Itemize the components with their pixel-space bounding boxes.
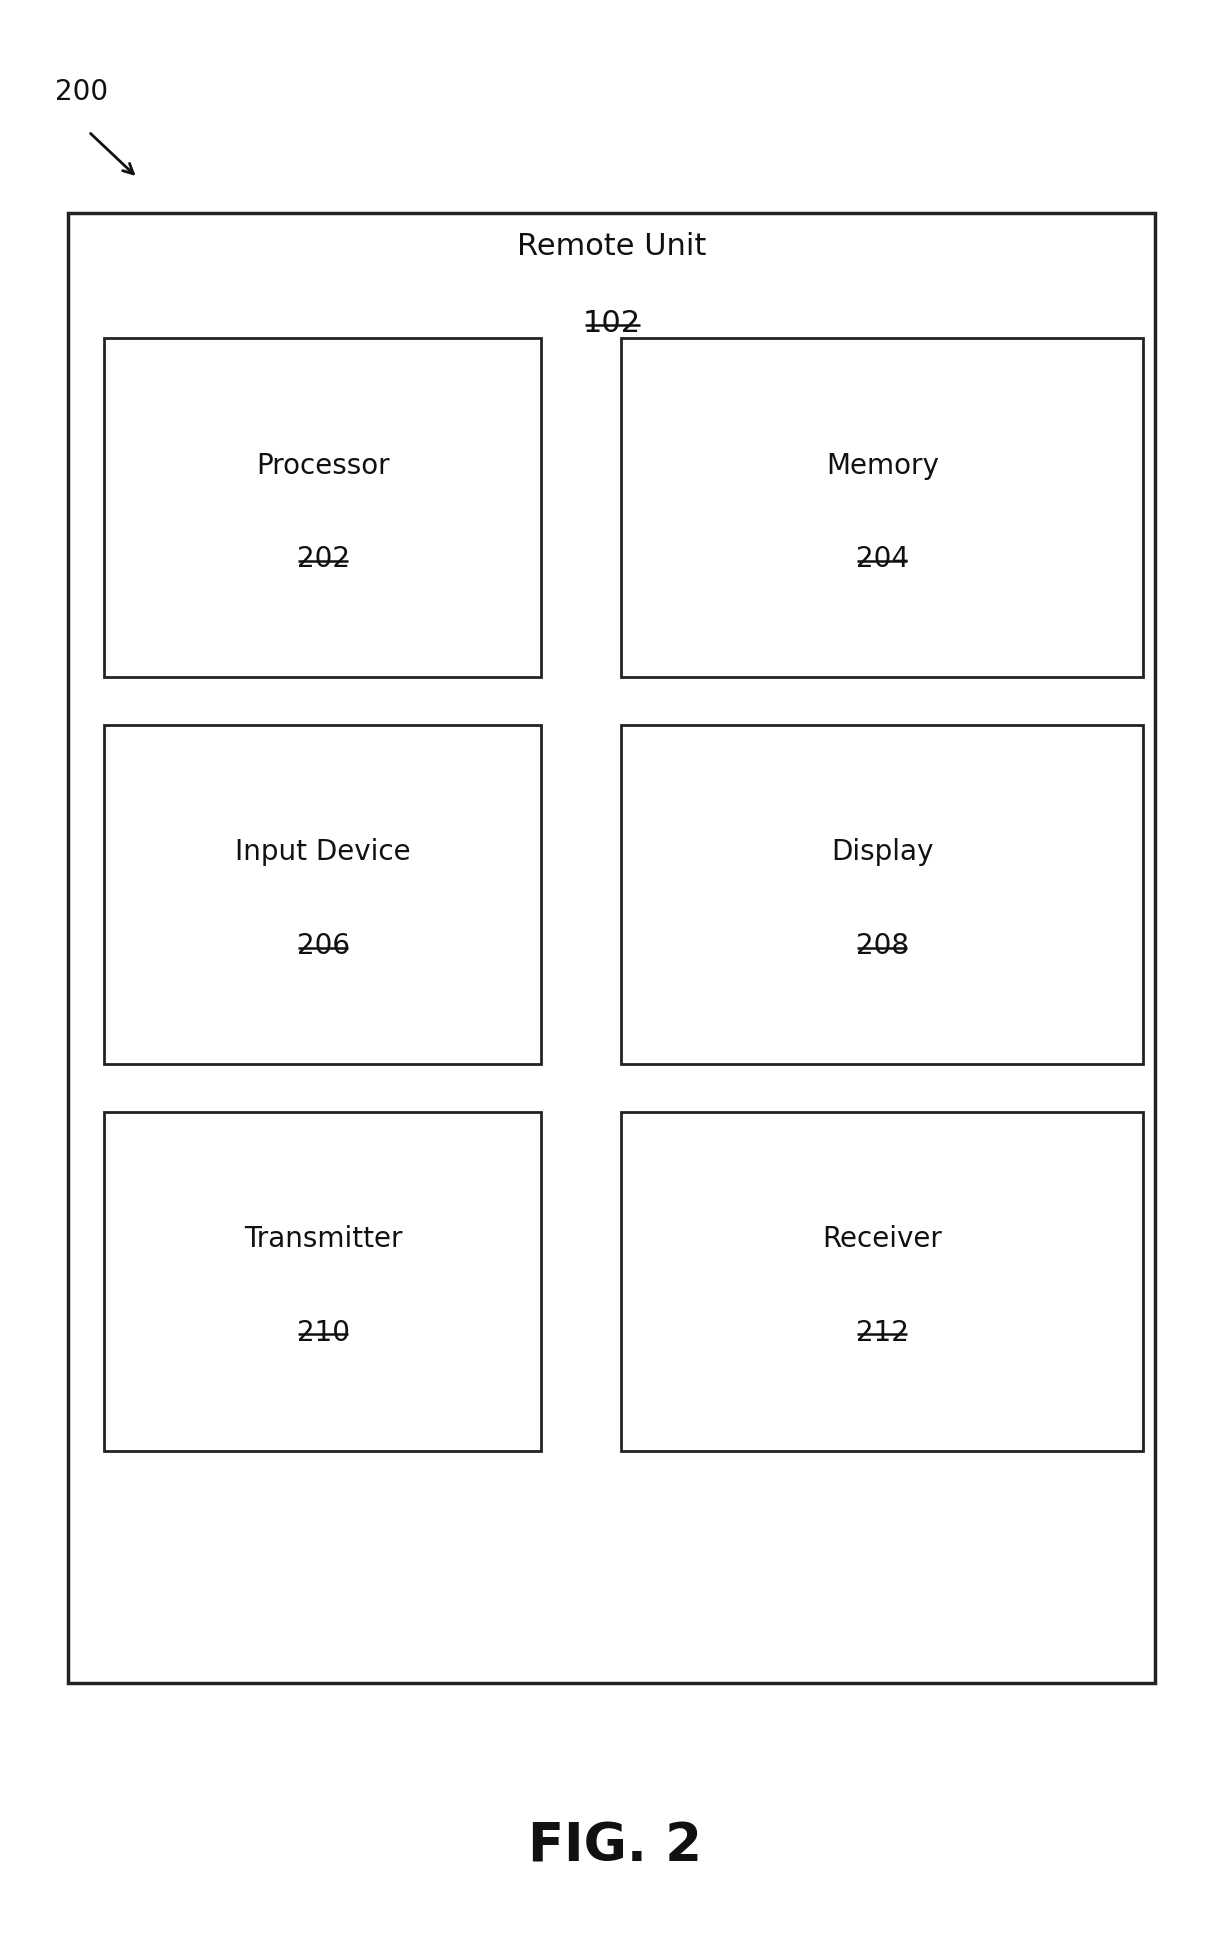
Text: 212: 212 [855,1319,909,1346]
Bar [621,725,1143,1064]
Text: 202: 202 [296,545,350,572]
Text: 200: 200 [55,79,108,106]
Text: 204: 204 [855,545,909,572]
Text: Remote Unit: Remote Unit [517,232,707,261]
Bar [621,338,1143,677]
Text: Transmitter: Transmitter [245,1226,402,1253]
Text: 102: 102 [583,309,642,338]
Text: FIG. 2: FIG. 2 [527,1820,702,1872]
Text: 206: 206 [296,932,350,959]
Bar [104,338,541,677]
Text: 208: 208 [855,932,909,959]
Text: Processor: Processor [257,453,390,480]
Bar [68,213,1155,1683]
Text: Receiver: Receiver [822,1226,943,1253]
Text: Input Device: Input Device [236,839,410,866]
Bar [621,1112,1143,1450]
Bar [104,1112,541,1450]
Text: 210: 210 [296,1319,350,1346]
Text: Display: Display [831,839,934,866]
Bar [104,725,541,1064]
Text: Memory: Memory [826,453,939,480]
